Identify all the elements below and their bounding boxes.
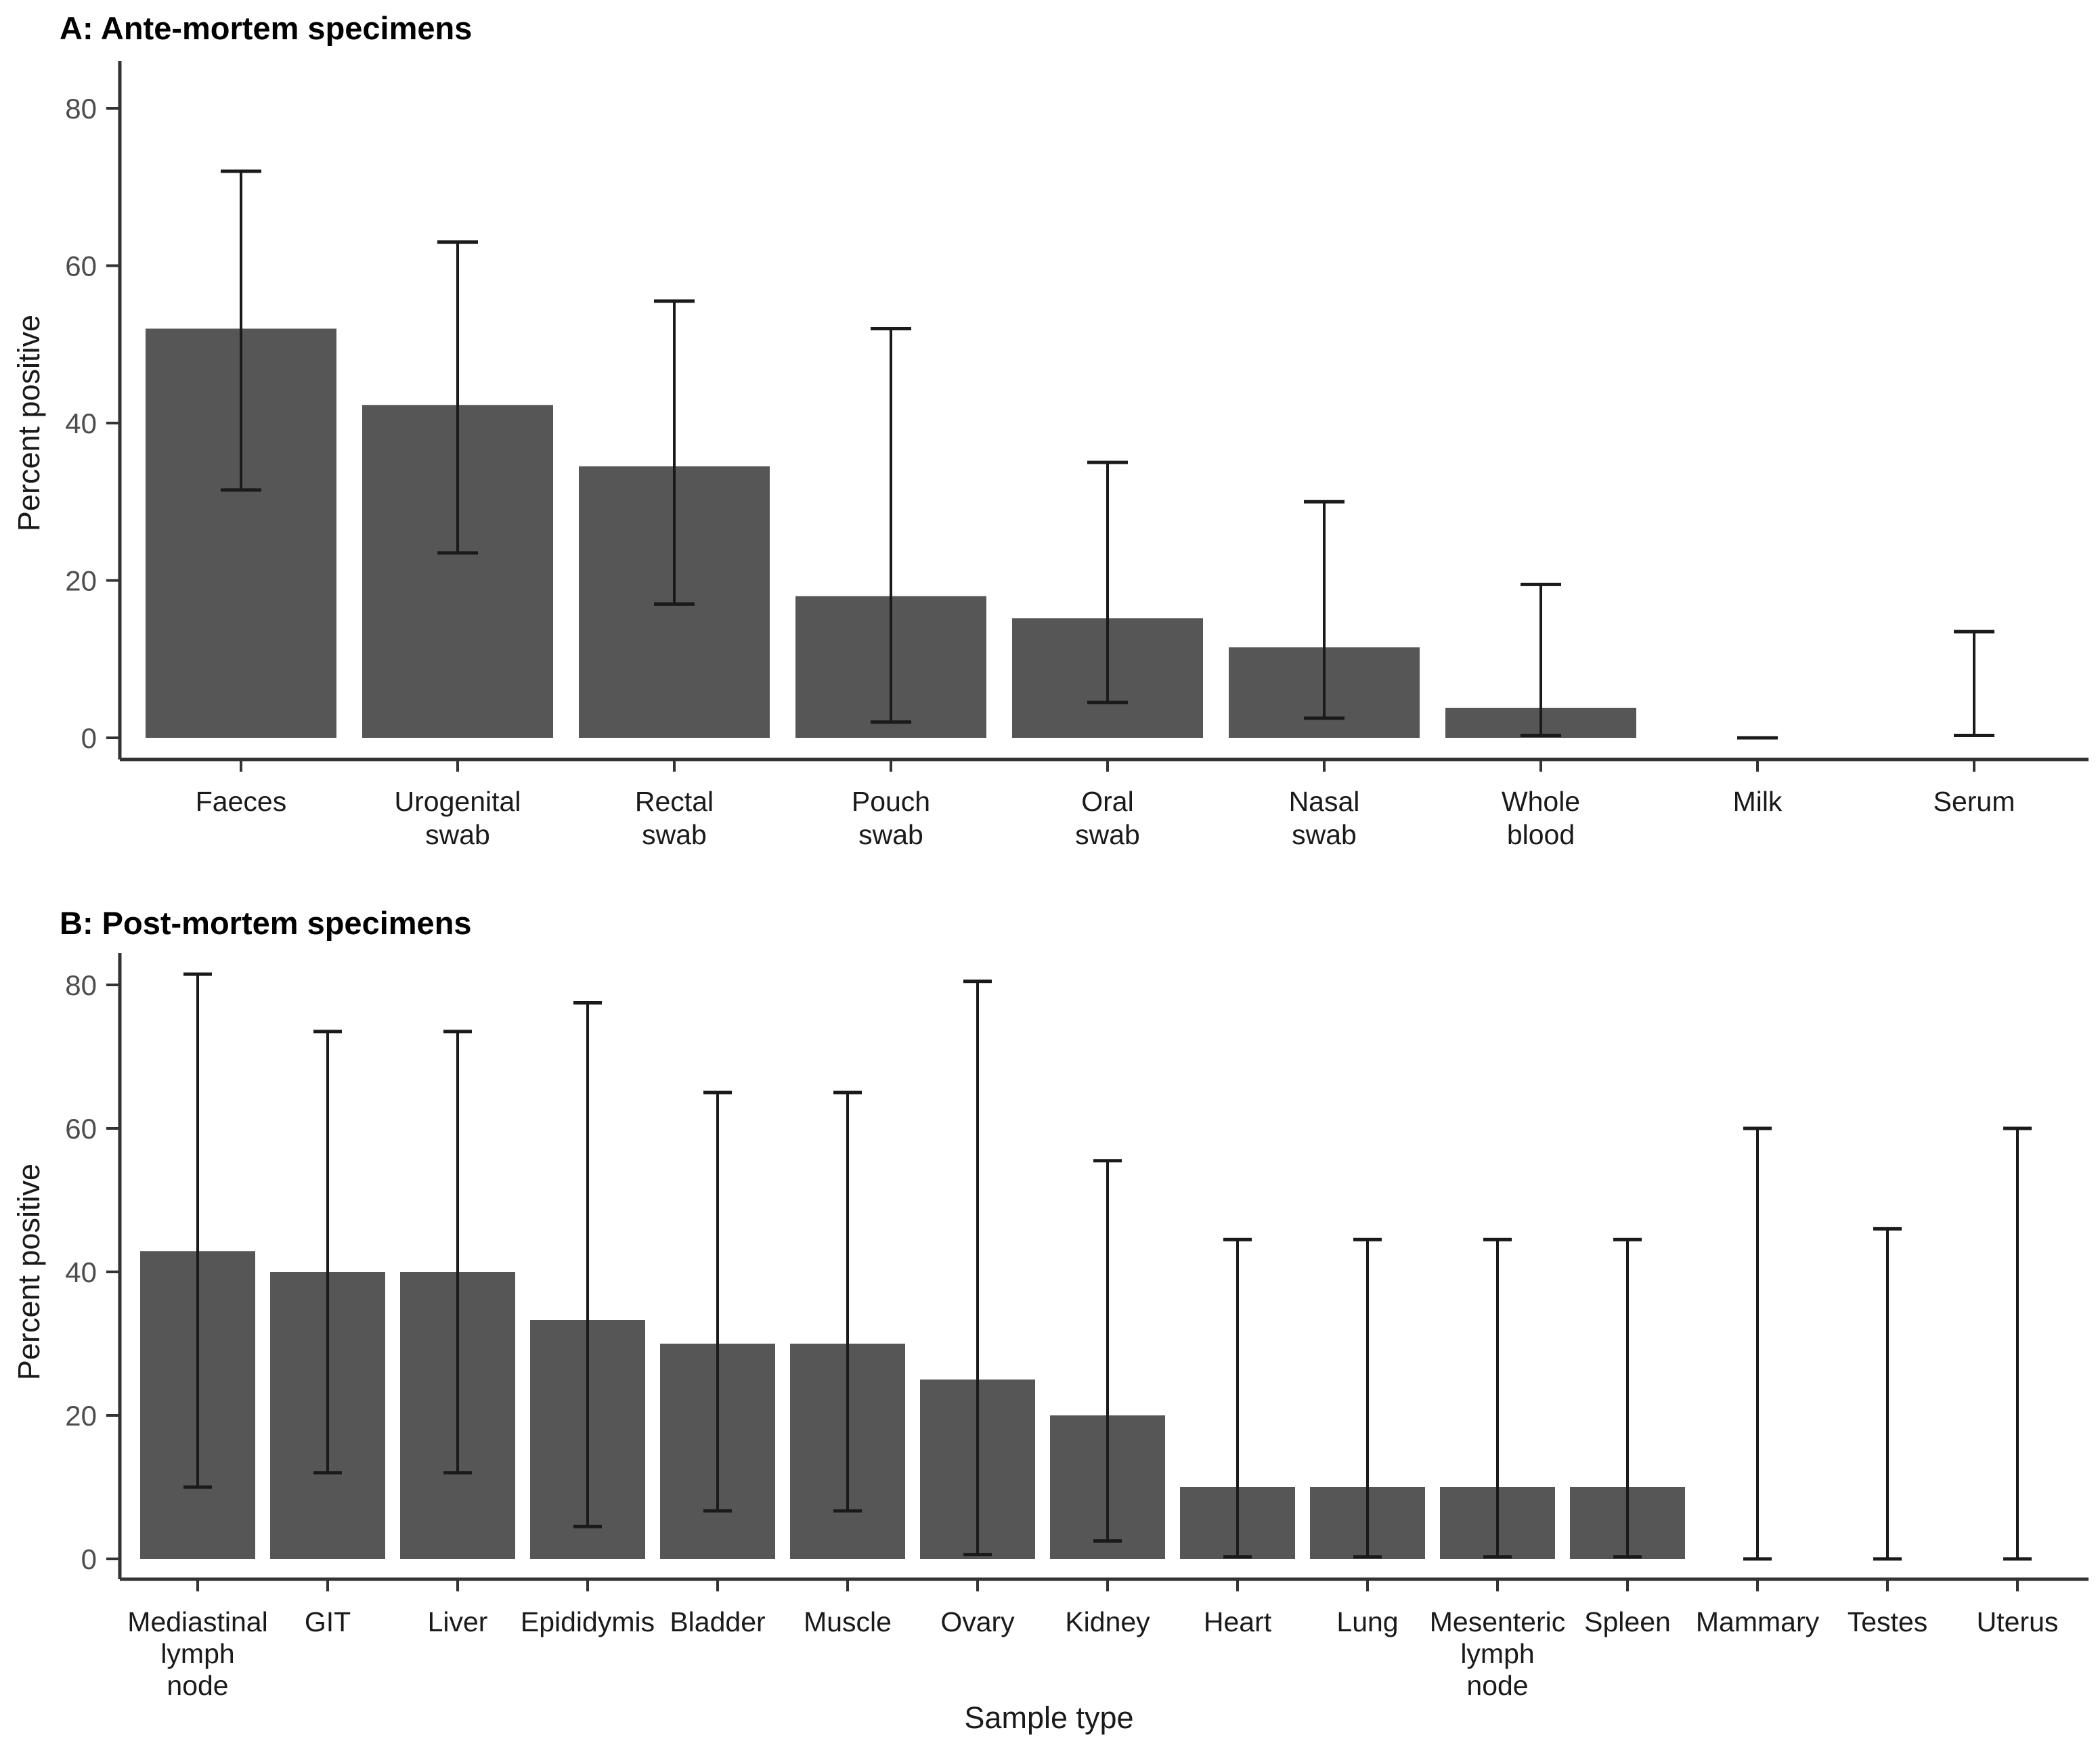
panel-a-title: A: Ante-mortem specimens xyxy=(60,10,473,46)
y-axis-label: Percent positive xyxy=(12,315,46,531)
y-tick-label-80: 80 xyxy=(65,969,97,1001)
x-tick-label-ovary: Ovary xyxy=(940,1606,1015,1637)
x-tick-label-nasal-swab: Nasal swab xyxy=(1289,786,1360,850)
x-tick-label-urogenital-swab: Urogenital swab xyxy=(395,786,521,850)
x-tick-label-lung: Lung xyxy=(1336,1606,1398,1637)
y-tick-label-20: 20 xyxy=(65,1400,97,1432)
x-tick-label-heart: Heart xyxy=(1204,1606,1272,1637)
x-tick-label-mammary: Mammary xyxy=(1696,1606,1820,1637)
x-tick-label-spleen: Spleen xyxy=(1584,1606,1671,1637)
panel-b-plot: 0 20 40 60 80 Percent positive Mediastinal lymp… xyxy=(12,953,2089,1701)
x-tick-label-kidney: Kidney xyxy=(1065,1606,1150,1637)
y-tick-label-60: 60 xyxy=(65,1113,97,1145)
x-tick-label-pouch-swab: Pouch swab xyxy=(852,786,930,850)
x-tick-label-faeces: Faeces xyxy=(196,786,286,817)
y-tick-label-0: 0 xyxy=(81,722,97,754)
y-tick-label-40: 40 xyxy=(65,407,97,439)
x-tick-label-rectal-swab: Rectal swab xyxy=(635,786,714,850)
panel-b-title: B: Post-mortem specimens xyxy=(60,905,472,941)
x-tick-label-mesenteric-lymph-node: Mesenteric lymph node xyxy=(1430,1606,1566,1701)
x-tick-label-muscle: Muscle xyxy=(804,1606,892,1637)
y-tick-label-20: 20 xyxy=(65,565,97,597)
x-tick-label-bladder: Bladder xyxy=(670,1606,765,1637)
y-tick-label-80: 80 xyxy=(65,93,97,125)
y-tick-label-60: 60 xyxy=(65,250,97,282)
x-tick-label-git: GIT xyxy=(305,1606,351,1637)
x-tick-label-milk: Milk xyxy=(1733,786,1783,817)
panel-a-plot: 0 20 40 60 80 Percent positive Faeces Urogenita… xyxy=(12,61,2089,850)
x-tick-label-mediastinal-lymph-node: Mediastinal lymph node xyxy=(127,1606,267,1701)
x-tick-label-oral-swab: Oral swab xyxy=(1075,786,1140,850)
x-axis-title: Sample type xyxy=(964,1700,1134,1735)
x-tick-label-uterus: Uterus xyxy=(1977,1606,2059,1637)
x-tick-label-liver: Liver xyxy=(428,1606,488,1637)
y-axis-label: Percent positive xyxy=(12,1164,46,1380)
y-tick-label-40: 40 xyxy=(65,1256,97,1288)
x-tick-label-serum: Serum xyxy=(1933,786,2015,817)
x-tick-label-epididymis: Epididymis xyxy=(521,1606,655,1637)
y-tick-label-0: 0 xyxy=(81,1543,97,1575)
x-tick-label-testes: Testes xyxy=(1848,1606,1928,1637)
x-tick-label-whole-blood: Whole blood xyxy=(1502,786,1580,850)
